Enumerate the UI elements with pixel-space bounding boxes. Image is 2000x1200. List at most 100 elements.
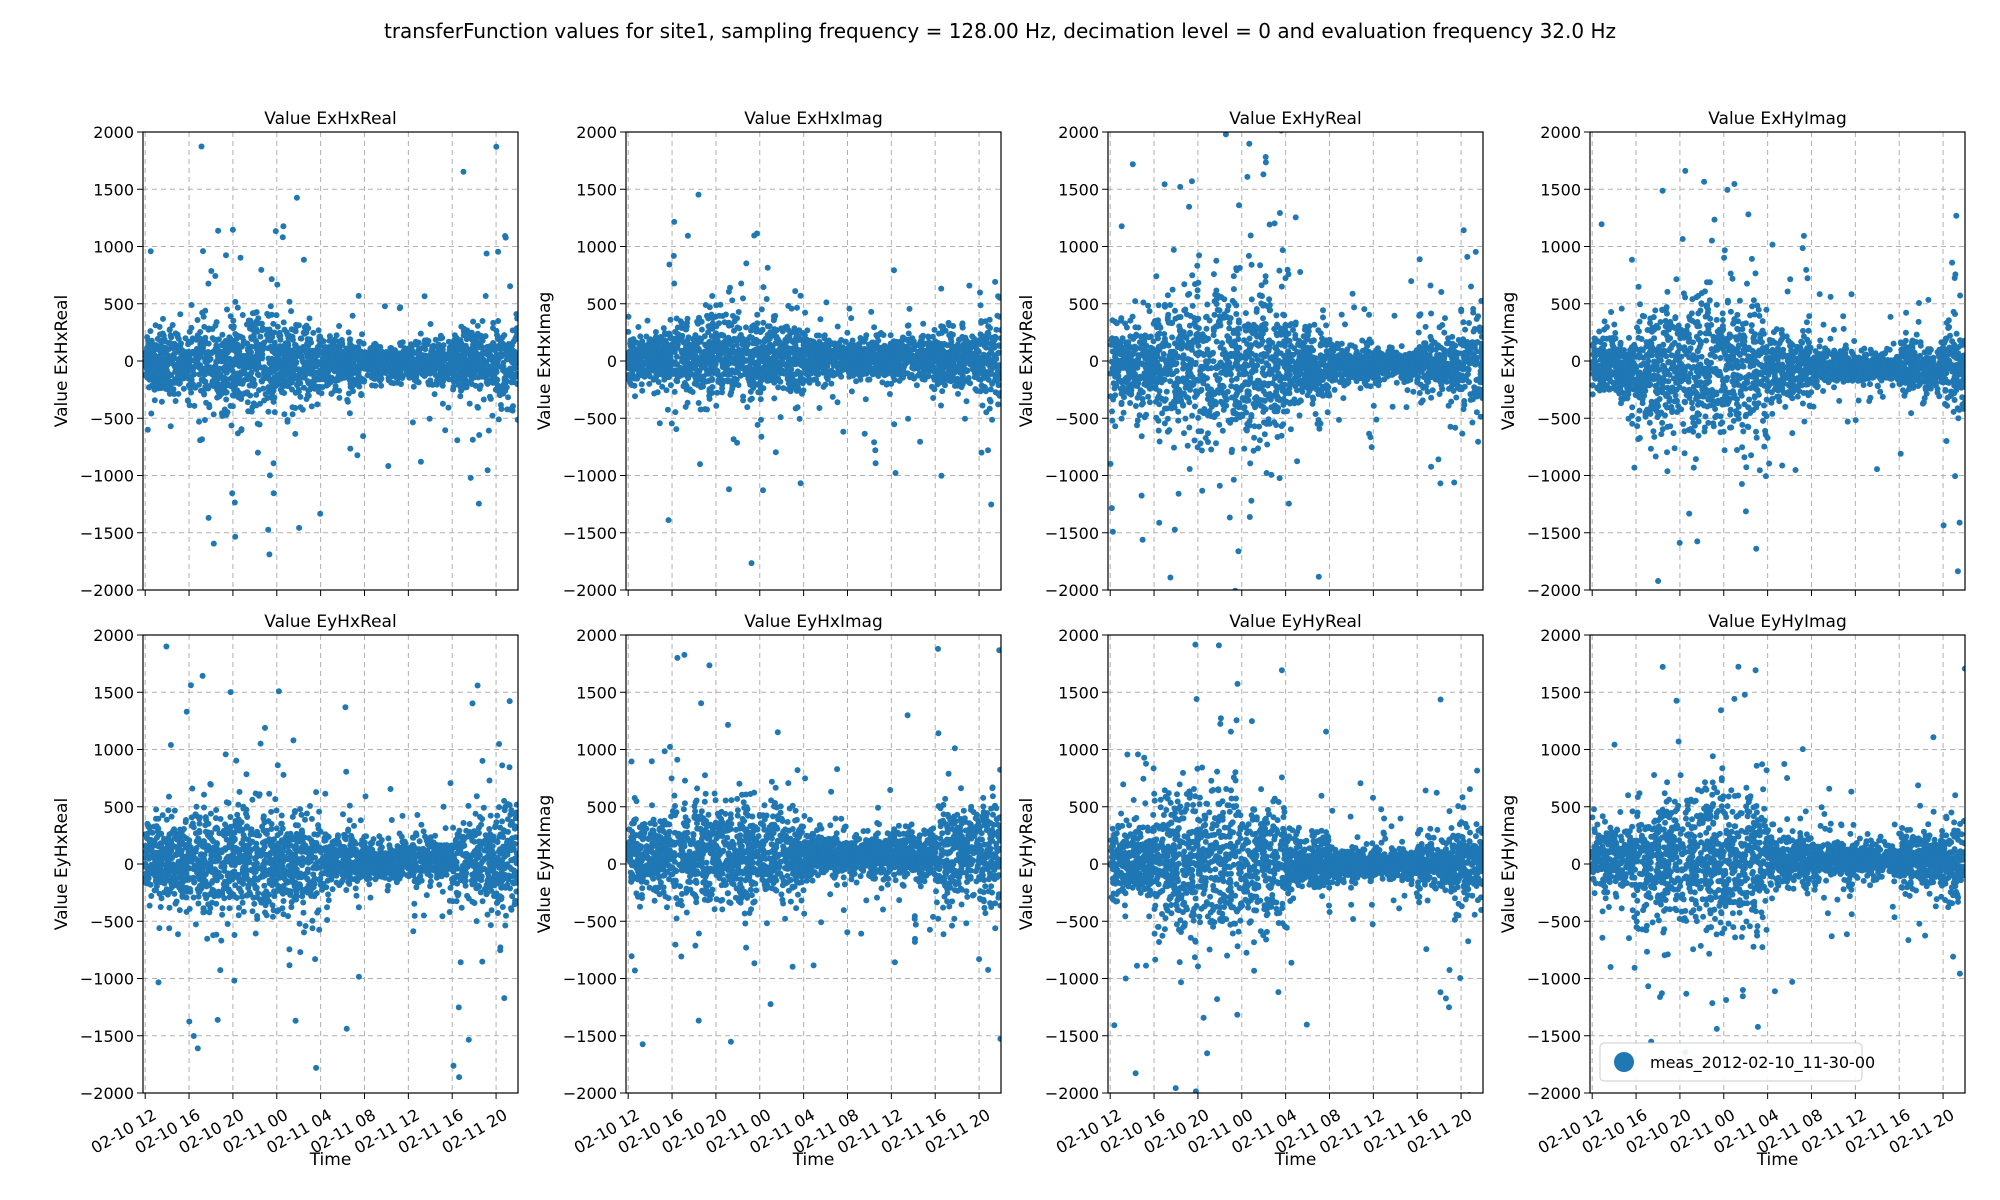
scatter-point [652, 334, 659, 340]
scatter-point [467, 474, 474, 481]
scatter-point [235, 360, 242, 367]
scatter-point [667, 316, 674, 323]
scatter-point [271, 409, 278, 416]
scatter-point [326, 337, 333, 344]
scatter-point [915, 361, 922, 368]
scatter-point [161, 338, 168, 345]
scatter-point [682, 403, 689, 410]
scatter-point [410, 369, 417, 376]
scatter-point [230, 325, 237, 332]
scatter-point [427, 321, 434, 327]
scatter-point [731, 318, 738, 325]
scatter-point [332, 383, 339, 390]
scatter-point [336, 323, 343, 329]
scatter-point [709, 389, 716, 396]
scatter-point [514, 381, 518, 387]
panel-title: Value ExHxReal [264, 109, 396, 129]
scatter-point [509, 327, 516, 334]
scatter-point [505, 394, 511, 401]
y-tick-label: 1000 [576, 238, 617, 257]
scatter-point [415, 351, 422, 358]
scatter-point [208, 268, 215, 274]
scatter-point [659, 383, 666, 390]
scatter-point [257, 333, 264, 340]
scatter-point [250, 376, 257, 383]
scatter-point [658, 366, 665, 373]
scatter-point [500, 359, 507, 366]
scatter-point [503, 351, 510, 358]
scatter-point [671, 218, 678, 225]
scatter-point [212, 322, 219, 329]
scatter-point [512, 335, 518, 342]
scatter-point [891, 376, 898, 383]
scatter-point [341, 351, 348, 358]
scatter-point [494, 335, 501, 342]
scatter-point [655, 379, 662, 385]
scatter-point [219, 413, 226, 419]
scatter-point [981, 338, 988, 345]
scatter-point [245, 376, 251, 382]
scatter-point [175, 335, 182, 342]
scatter-point [700, 383, 706, 390]
scatter-point [276, 329, 283, 336]
scatter-point [272, 375, 279, 382]
scatter-point [176, 365, 183, 372]
scatter-point [457, 393, 464, 400]
scatter-point [205, 280, 212, 287]
scatter-point [862, 396, 869, 403]
scatter-point [869, 371, 876, 378]
scatter-point [702, 341, 709, 348]
scatter-point [351, 379, 358, 386]
scatter-point [352, 368, 359, 375]
scatter-point [871, 364, 878, 371]
y-tick-label: 500 [103, 295, 134, 314]
scatter-point [935, 352, 941, 359]
scatter-point [712, 361, 719, 368]
scatter-point [178, 372, 185, 379]
scatter-point [673, 353, 680, 360]
scatter-point [421, 354, 428, 360]
scatter-point [992, 278, 999, 285]
scatter-point [857, 355, 864, 362]
scatter-point [982, 384, 988, 391]
scatter-point [347, 445, 354, 452]
scatter-point [781, 360, 787, 367]
scatter-point [987, 386, 994, 393]
scatter-point [918, 348, 925, 355]
scatter-point [500, 344, 507, 350]
panel-value-exhximag: 2000150010005000−500−1000−1500−2000Value… [535, 109, 1002, 600]
scatter-point [493, 344, 500, 351]
scatter-point [265, 345, 271, 352]
scatter-point [490, 319, 497, 326]
scatter-point [317, 367, 324, 374]
scatter-point [486, 393, 493, 400]
scatter-point [447, 348, 454, 355]
scatter-point [233, 335, 240, 342]
scatter-point [904, 322, 911, 329]
scatter-point [254, 371, 261, 378]
scatter-point [764, 344, 771, 351]
scatter-point [665, 365, 672, 372]
scatter-point [223, 396, 230, 403]
scatter-point [148, 410, 155, 417]
scatter-point [739, 338, 746, 345]
scatter-point [928, 383, 935, 390]
scatter-point [245, 317, 252, 324]
scatter-point [178, 340, 184, 347]
scatter-point [263, 331, 270, 338]
scatter-point [958, 344, 964, 351]
scatter-point [930, 374, 937, 381]
scatter-point [663, 371, 670, 378]
scatter-point [842, 357, 849, 364]
scatter-point [356, 354, 363, 361]
scatter-point [684, 232, 691, 239]
scatter-point [455, 346, 462, 353]
scatter-point [386, 353, 393, 360]
scatter-point [273, 344, 280, 350]
scatter-point [677, 364, 684, 371]
scatter-point [307, 336, 314, 343]
scatter-point [359, 331, 365, 338]
scatter-point [778, 325, 785, 332]
scatter-point [303, 322, 310, 329]
scatter-point [709, 315, 716, 322]
